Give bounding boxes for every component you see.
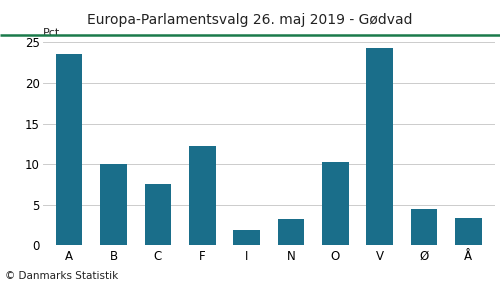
Bar [144, 184, 171, 245]
Bar [322, 162, 348, 245]
Bar [455, 218, 481, 245]
Text: Pct.: Pct. [42, 28, 64, 38]
Bar [410, 209, 438, 245]
Text: Europa-Parlamentsvalg 26. maj 2019 - Gødvad: Europa-Parlamentsvalg 26. maj 2019 - Gød… [88, 13, 413, 27]
Bar [100, 164, 127, 245]
Bar [56, 54, 82, 245]
Bar [278, 219, 304, 245]
Bar [189, 146, 216, 245]
Text: © Danmarks Statistik: © Danmarks Statistik [5, 271, 118, 281]
Bar [366, 48, 393, 245]
Bar [234, 230, 260, 245]
